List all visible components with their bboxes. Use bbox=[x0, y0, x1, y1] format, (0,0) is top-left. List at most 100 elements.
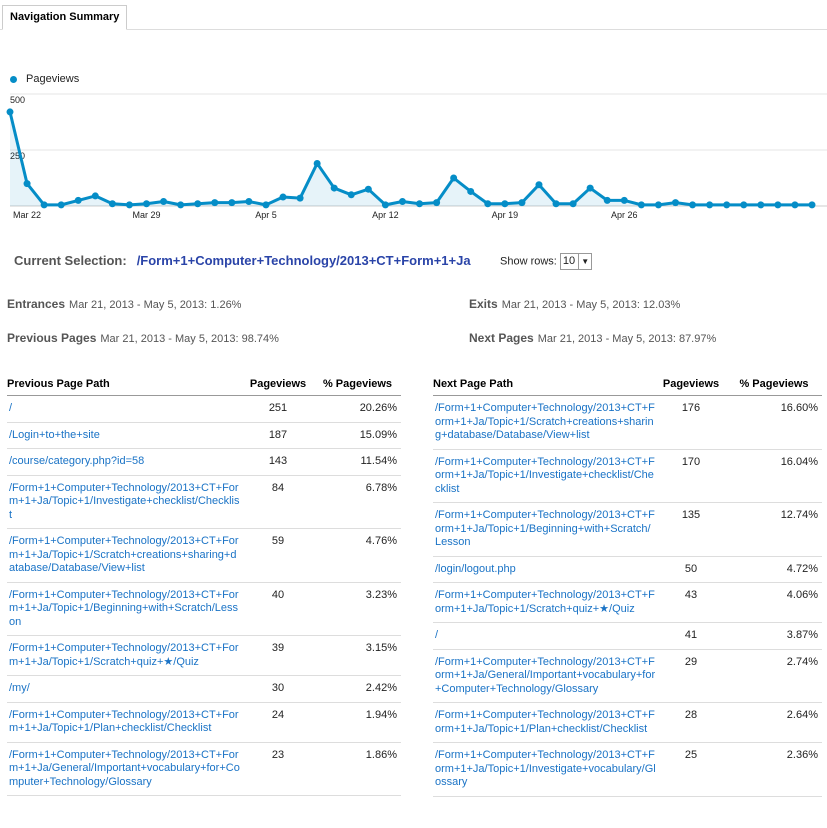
table-row: /Form+1+Computer+Technology/2013+CT+Form… bbox=[433, 649, 822, 703]
data-point[interactable] bbox=[552, 200, 560, 208]
data-point[interactable] bbox=[671, 199, 679, 207]
page-path-link[interactable]: /Form+1+Computer+Technology/2013+CT+Form… bbox=[433, 395, 656, 450]
page-path-link[interactable]: /Login+to+the+site bbox=[7, 422, 242, 449]
current-selection-path[interactable]: /Form+1+Computer+Technology/2013+CT+Form… bbox=[136, 253, 471, 268]
pct-pageviews-value: 2.36% bbox=[726, 742, 822, 797]
data-point[interactable] bbox=[586, 184, 594, 192]
page-path-link[interactable]: /course/category.php?id=58 bbox=[7, 448, 242, 476]
data-point[interactable] bbox=[757, 201, 765, 209]
show-rows-value: 10 bbox=[562, 255, 576, 267]
page-path-link[interactable]: /my/ bbox=[7, 675, 242, 703]
col-header-pageviews[interactable]: Pageviews bbox=[242, 373, 314, 396]
data-point[interactable] bbox=[484, 200, 492, 208]
table-row: /course/category.php?id=58 143 11.54% bbox=[7, 448, 401, 476]
data-point[interactable] bbox=[791, 201, 799, 209]
data-point[interactable] bbox=[330, 184, 338, 192]
series-line-pageviews bbox=[8, 111, 812, 207]
data-point[interactable] bbox=[262, 201, 270, 209]
data-point[interactable] bbox=[723, 201, 731, 209]
data-point[interactable] bbox=[637, 201, 645, 209]
data-point[interactable] bbox=[808, 201, 816, 209]
pageviews-value: 30 bbox=[242, 675, 314, 703]
page-path-link[interactable]: /login/logout.php bbox=[433, 556, 656, 583]
next-pages-value: Mar 21, 2013 - May 5, 2013: 87.97% bbox=[537, 333, 717, 345]
pct-pageviews-value: 2.42% bbox=[314, 675, 401, 703]
data-point[interactable] bbox=[279, 193, 287, 201]
data-point[interactable] bbox=[91, 192, 99, 200]
data-point[interactable] bbox=[228, 199, 236, 207]
data-point[interactable] bbox=[706, 201, 714, 209]
legend-dot-icon bbox=[10, 75, 17, 83]
data-point[interactable] bbox=[603, 196, 611, 204]
next-page-table: Next Page Path Pageviews % Pageviews /Fo… bbox=[433, 373, 822, 797]
pct-pageviews-value: 16.04% bbox=[726, 449, 822, 503]
page-path-link[interactable]: /Form+1+Computer+Technology/2013+CT+Form… bbox=[433, 502, 656, 557]
data-point[interactable] bbox=[518, 199, 526, 207]
page-path-link[interactable]: /Form+1+Computer+Technology/2013+CT+Form… bbox=[7, 582, 242, 636]
col-header-pct-pageviews[interactable]: % Pageviews bbox=[726, 373, 822, 396]
data-point[interactable] bbox=[313, 159, 321, 167]
data-point[interactable] bbox=[740, 201, 748, 209]
pct-pageviews-value: 3.23% bbox=[314, 582, 401, 636]
data-point[interactable] bbox=[501, 200, 509, 208]
data-point[interactable] bbox=[23, 180, 31, 188]
data-point[interactable] bbox=[467, 187, 475, 195]
data-point[interactable] bbox=[74, 196, 82, 204]
pageviews-value: 170 bbox=[656, 449, 726, 503]
col-header-next-path[interactable]: Next Page Path bbox=[433, 373, 656, 396]
pageviews-chart[interactable]: 500 250 Mar 22 Mar 29 Apr 5 Apr 12 Apr 19 Apr 2… bbox=[0, 90, 827, 230]
data-point[interactable] bbox=[689, 201, 697, 209]
page-path-link[interactable]: / bbox=[433, 622, 656, 650]
data-point[interactable] bbox=[450, 174, 458, 182]
pageviews-value: 41 bbox=[656, 622, 726, 650]
page-path-link[interactable]: /Form+1+Computer+Technology/2013+CT+Form… bbox=[7, 742, 242, 796]
pct-pageviews-value: 11.54% bbox=[314, 448, 401, 476]
pct-pageviews-value: 3.15% bbox=[314, 635, 401, 676]
data-point[interactable] bbox=[245, 198, 253, 206]
data-point[interactable] bbox=[347, 191, 355, 199]
table-row: /login/logout.php 50 4.72% bbox=[433, 556, 822, 583]
col-header-pageviews[interactable]: Pageviews bbox=[656, 373, 726, 396]
table-row: /Form+1+Computer+Technology/2013+CT+Form… bbox=[7, 635, 401, 676]
data-point[interactable] bbox=[381, 201, 389, 209]
data-point[interactable] bbox=[620, 196, 628, 204]
data-point[interactable] bbox=[160, 198, 168, 206]
data-point[interactable] bbox=[416, 200, 424, 208]
page-path-link[interactable]: /Form+1+Computer+Technology/2013+CT+Form… bbox=[7, 635, 242, 676]
data-point[interactable] bbox=[125, 201, 133, 209]
data-point[interactable] bbox=[177, 201, 185, 209]
data-point[interactable] bbox=[143, 200, 151, 208]
page-path-link[interactable]: /Form+1+Computer+Technology/2013+CT+Form… bbox=[7, 475, 242, 529]
data-point[interactable] bbox=[57, 201, 65, 209]
tab-navigation-summary[interactable]: Navigation Summary bbox=[2, 5, 128, 30]
page-path-link[interactable]: /Form+1+Computer+Technology/2013+CT+Form… bbox=[433, 702, 656, 743]
data-point[interactable] bbox=[364, 185, 372, 193]
data-point[interactable] bbox=[654, 201, 662, 209]
chart-legend[interactable]: Pageviews bbox=[10, 73, 79, 85]
page-path-link[interactable]: /Form+1+Computer+Technology/2013+CT+Form… bbox=[433, 649, 656, 703]
data-point[interactable] bbox=[535, 181, 543, 189]
col-header-previous-path[interactable]: Previous Page Path bbox=[7, 373, 242, 396]
page-path-link[interactable]: /Form+1+Computer+Technology/2013+CT+Form… bbox=[433, 742, 656, 797]
show-rows-select[interactable]: 10 ▼ bbox=[559, 253, 593, 270]
data-point[interactable] bbox=[40, 201, 48, 209]
page-path-link[interactable]: /Form+1+Computer+Technology/2013+CT+Form… bbox=[7, 702, 242, 743]
data-point[interactable] bbox=[398, 198, 406, 206]
page-path-link[interactable]: /Form+1+Computer+Technology/2013+CT+Form… bbox=[7, 528, 242, 583]
previous-page-table: Previous Page Path Pageviews % Pageviews… bbox=[7, 373, 401, 796]
data-point[interactable] bbox=[211, 199, 219, 207]
data-point[interactable] bbox=[774, 201, 782, 209]
data-point[interactable] bbox=[6, 108, 14, 116]
data-point[interactable] bbox=[569, 200, 577, 208]
data-point[interactable] bbox=[433, 199, 441, 207]
legend-label: Pageviews bbox=[26, 73, 80, 85]
page-path-link[interactable]: /Form+1+Computer+Technology/2013+CT+Form… bbox=[433, 449, 656, 503]
col-header-pct-pageviews[interactable]: % Pageviews bbox=[314, 373, 401, 396]
page-path-link[interactable]: / bbox=[7, 395, 242, 423]
data-point[interactable] bbox=[108, 200, 116, 208]
table-row: /my/30 2.42% bbox=[7, 675, 401, 703]
data-point[interactable] bbox=[296, 194, 304, 202]
data-point[interactable] bbox=[194, 200, 202, 208]
page-path-link[interactable]: /Form+1+Computer+Technology/2013+CT+Form… bbox=[433, 582, 656, 623]
table-row: /Form+1+Computer+Technology/2013+CT+Form… bbox=[433, 702, 822, 743]
